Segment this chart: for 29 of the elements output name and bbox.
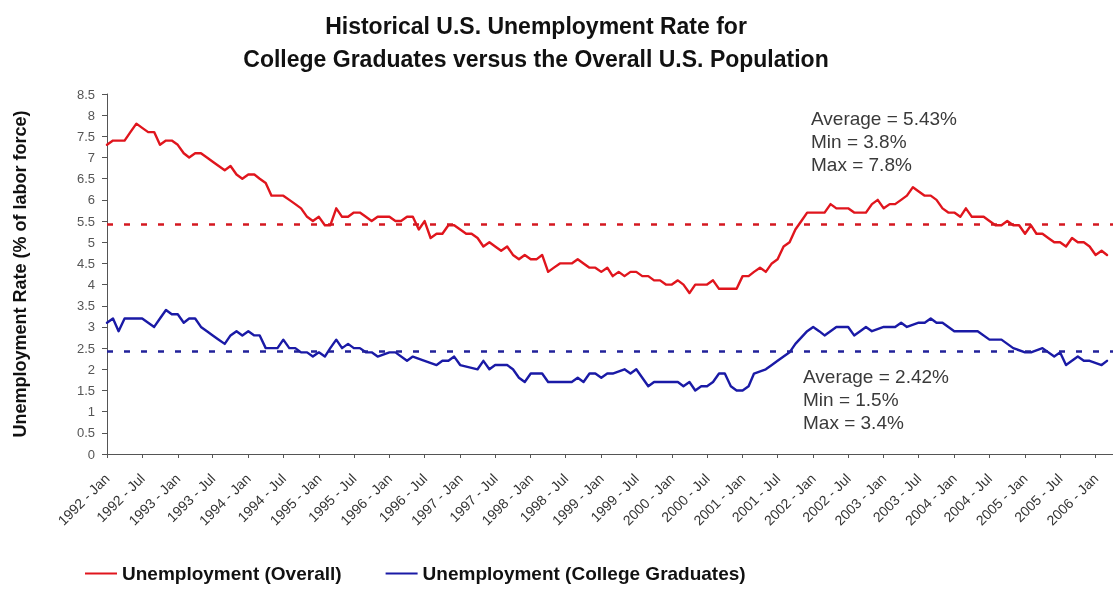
y-tick-label: 7.5 [76, 128, 95, 144]
y-tick-label: 4 [87, 277, 95, 293]
y-tick-label: 8 [87, 107, 95, 123]
annotation: Average = 5.43% [811, 108, 958, 129]
y-tick-label: 5.5 [76, 213, 95, 229]
chart-title: Historical U.S. Unemployment Rate for College Graduates versus the Overall U.S. Population [243, 12, 829, 72]
annotation: Min = 1.5% [803, 389, 899, 410]
y-tick-label: 4.5 [76, 255, 95, 271]
y-tick-label: 7 [87, 150, 95, 166]
y-tick-label: 3 [87, 319, 95, 335]
y-tick-label: 6.5 [76, 171, 95, 187]
legend-label: Unemployment (Overall) [122, 563, 342, 584]
y-tick-label: 1 [87, 404, 95, 420]
annotation: Average = 2.42% [803, 366, 950, 387]
y-tick-label: 1.5 [76, 382, 95, 398]
y-tick-label: 8.5 [76, 86, 95, 102]
y-tick-label: 3.5 [76, 298, 95, 314]
legend-label: Unemployment (College Graduates) [422, 563, 746, 584]
y-tick-label: 0.5 [76, 425, 95, 441]
line-series [105, 308, 1109, 392]
y-tick-label: 2.5 [76, 340, 95, 356]
y-tick-label: 5 [87, 234, 95, 250]
y-axis-title: Unemployment Rate (% of labor force) [10, 110, 30, 438]
y-tick-label: 6 [87, 192, 95, 208]
annotation: Max = 3.4% [803, 412, 904, 433]
y-tick-label: 2 [87, 361, 95, 377]
y-tick-label: 0 [87, 446, 95, 462]
annotation: Max = 7.8% [811, 154, 912, 175]
annotation: Min = 3.8% [811, 131, 907, 152]
